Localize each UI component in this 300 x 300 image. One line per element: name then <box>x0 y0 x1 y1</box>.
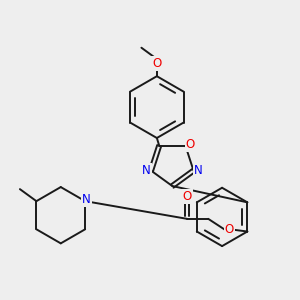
Text: O: O <box>152 57 161 70</box>
Text: O: O <box>225 223 234 236</box>
Text: N: N <box>82 193 91 206</box>
Text: O: O <box>182 190 192 203</box>
Text: N: N <box>142 164 151 177</box>
Text: O: O <box>186 138 195 151</box>
Text: N: N <box>194 164 203 177</box>
